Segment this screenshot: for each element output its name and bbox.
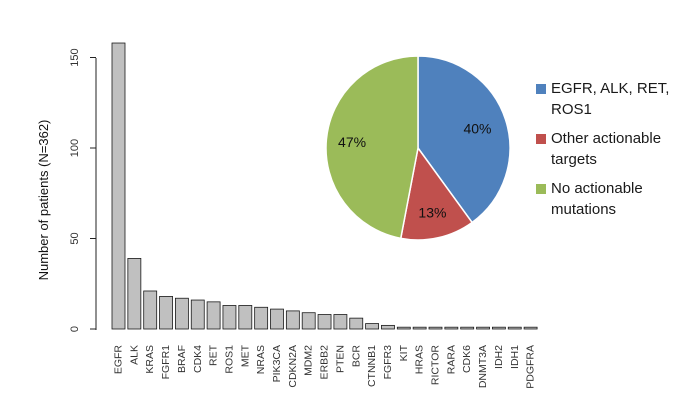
y-tick-label: 0 xyxy=(69,326,81,332)
x-tick-label: RARA xyxy=(445,345,457,374)
bar-erbb2 xyxy=(317,314,332,330)
bar-nras xyxy=(254,306,269,330)
bar-pten xyxy=(333,314,348,330)
pie-chart: 40% 13% 47% xyxy=(325,55,511,241)
x-tick-label: IDH1 xyxy=(509,345,521,369)
x-tick-label: ALK xyxy=(128,345,140,365)
bar-rara xyxy=(444,326,459,330)
x-tick-label: EGFR xyxy=(113,345,125,375)
bar-fgfr1 xyxy=(159,296,173,330)
bar-idh2 xyxy=(491,326,506,330)
bar-ret xyxy=(206,301,221,330)
x-tick-label: PDGFRA xyxy=(525,345,537,389)
legend-label: No actionable mutations xyxy=(551,180,643,218)
x-tick-label: IDH2 xyxy=(493,345,505,369)
bar-egfr xyxy=(111,42,126,330)
x-tick-label: KRAS xyxy=(144,345,156,374)
y-tick-label: 150 xyxy=(69,48,81,66)
y-tick-label: 100 xyxy=(69,139,81,157)
bar-layer: 0 50 100 150 Number of patients (N=362) EGFR A… xyxy=(36,42,538,389)
pie-slice-1 xyxy=(417,55,511,224)
pie-label-3: 47% xyxy=(338,134,366,150)
x-tick-label: BRAF xyxy=(176,345,188,373)
pie-slice-3 xyxy=(325,55,419,240)
bar-alk xyxy=(127,258,142,330)
bar-kras xyxy=(143,290,158,330)
bar-ros1 xyxy=(222,305,237,330)
x-tick-label: PTEN xyxy=(334,345,346,373)
legend-label: Other actionable targets xyxy=(551,130,662,168)
legend-swatch-blue xyxy=(536,84,546,94)
x-tick-label: MET xyxy=(239,344,251,367)
bar-pik3ca xyxy=(270,308,284,330)
x-tick-label: FGFR3 xyxy=(382,345,394,380)
x-tick-label: DNMT3A xyxy=(477,345,489,388)
pie-slice-2 xyxy=(399,146,474,241)
legend-swatch-red xyxy=(536,134,546,144)
x-tick-label: PIK3CA xyxy=(271,345,283,382)
y-tick-label: 50 xyxy=(69,232,81,244)
x-tick-label: BCR xyxy=(350,345,362,368)
x-tick-label: RET xyxy=(208,344,220,366)
x-tick-label: ROS1 xyxy=(223,345,235,374)
bar-dnmt3a xyxy=(476,326,490,330)
bar-hras xyxy=(412,326,427,330)
bar-fgfr3 xyxy=(381,324,395,330)
bar-pdgfra xyxy=(523,326,538,330)
x-tick-label: RICTOR xyxy=(430,345,442,385)
bar-bcr xyxy=(349,317,364,330)
y-axis-label: Number of patients (N=362) xyxy=(36,120,51,281)
bar-braf xyxy=(174,297,189,330)
legend-label: EGFR, ALK, RET, ROS1 xyxy=(551,80,670,118)
x-tick-label: HRAS xyxy=(414,345,426,374)
x-tick-label: CDKN2A xyxy=(287,345,299,388)
x-tick-label: FGFR1 xyxy=(160,345,172,380)
legend-item-2: Other actionable targets xyxy=(536,128,686,170)
legend-swatch-green xyxy=(536,184,546,194)
x-tick-label: CDK4 xyxy=(192,345,204,373)
bar-rictor xyxy=(428,326,443,330)
bar-ctnnb1 xyxy=(365,323,380,330)
bar-mdm2 xyxy=(301,312,316,330)
x-tick-label: CTNNB1 xyxy=(366,345,378,387)
pie-label-2: 13% xyxy=(418,205,446,221)
x-tick-label: NRAS xyxy=(255,345,267,374)
pie-label-1: 40% xyxy=(463,121,491,137)
x-tick-label: CDK6 xyxy=(461,345,473,373)
bar-kit xyxy=(396,326,411,330)
legend-item-1: EGFR, ALK, RET, ROS1 xyxy=(536,78,686,120)
bar-cdk4 xyxy=(190,299,205,330)
bar-cdk6 xyxy=(460,326,475,330)
pie-legend: EGFR, ALK, RET, ROS1 Other actionable ta… xyxy=(536,78,686,228)
x-tick-label: ERBB2 xyxy=(319,345,331,380)
bar-met xyxy=(238,305,253,330)
x-tick-label: KIT xyxy=(398,344,410,361)
bar-idh1 xyxy=(507,326,522,330)
bar-cdkn2a xyxy=(285,310,300,330)
legend-item-3: No actionable mutations xyxy=(536,178,686,220)
x-tick-label: MDM2 xyxy=(303,345,315,376)
